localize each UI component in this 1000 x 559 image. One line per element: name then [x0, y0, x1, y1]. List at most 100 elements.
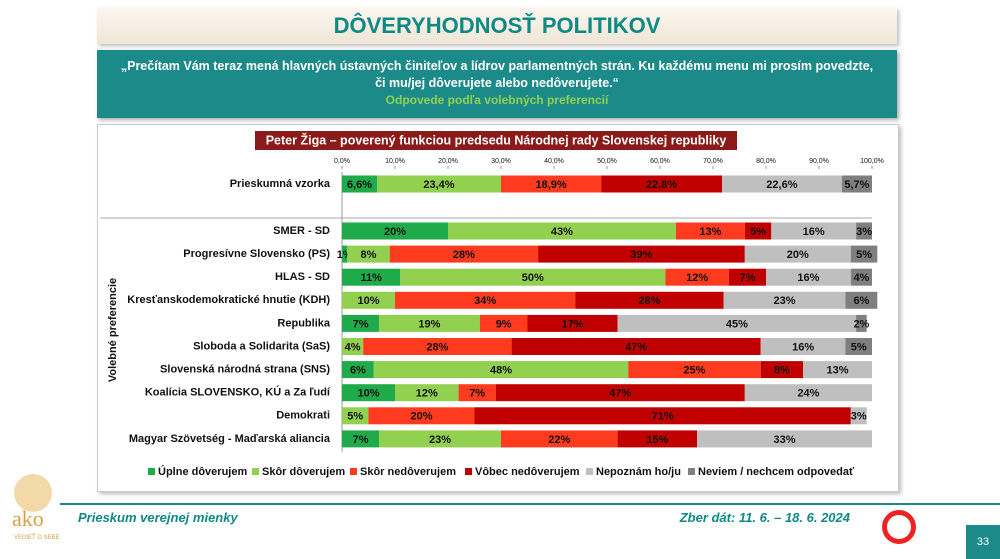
x-tick-label: 70,0% — [703, 158, 723, 165]
value-label: 39% — [630, 249, 652, 261]
bar-segment — [373, 361, 629, 379]
value-label: 22,8% — [646, 179, 677, 191]
bar-segment — [448, 222, 676, 240]
x-tick-label: 0,0% — [334, 158, 350, 165]
value-label: 6% — [853, 295, 869, 307]
x-tick-label: 10,0% — [385, 158, 405, 165]
value-label: 16% — [803, 226, 825, 238]
bar-segment — [665, 268, 729, 286]
bar-segment — [458, 384, 496, 402]
legend-swatch — [688, 468, 695, 475]
category-label: Kresťanskodemokratické hnutie (KDH) — [127, 294, 330, 306]
value-label: 33% — [774, 434, 796, 446]
x-tick-label: 80,0% — [756, 158, 776, 165]
bar-segment — [342, 407, 369, 425]
bar-segment — [395, 384, 459, 402]
footer-survey: Prieskum verejnej mienky — [78, 510, 238, 525]
category-label: Magyar Szövetség - Maďarská aliancia — [129, 433, 331, 445]
value-label: 17% — [562, 318, 584, 330]
bar-segment — [342, 338, 364, 355]
bar-segment — [850, 245, 878, 263]
bar-segment — [501, 175, 602, 193]
value-label: 8% — [361, 249, 377, 261]
value-label: 5% — [750, 226, 766, 238]
x-tick-label: 20,0% — [438, 158, 458, 165]
page-number: 33 — [966, 525, 1000, 559]
value-label: 47% — [625, 341, 647, 353]
value-label: 6% — [350, 365, 366, 377]
x-tick-label: 90,0% — [809, 158, 829, 165]
x-tick-label: 40,0% — [544, 158, 564, 165]
value-label: 18,9% — [535, 179, 566, 191]
bar-segment — [697, 430, 872, 448]
value-label: 47% — [609, 388, 631, 400]
subtitle: Odpovede podľa volebných preferencií — [385, 93, 609, 107]
legend-swatch — [148, 468, 155, 475]
value-label: 23% — [774, 295, 796, 307]
value-label: 20% — [384, 226, 406, 238]
bar-segment — [379, 314, 480, 332]
bar-segment — [722, 175, 842, 193]
bar-segment — [841, 175, 872, 193]
value-label: 34% — [474, 295, 496, 307]
bar-segment — [845, 338, 872, 355]
value-label: 13% — [827, 365, 849, 377]
bar-segment — [342, 314, 380, 332]
footer-dates: Zber dát: 11. 6. – 18. 6. 2024 — [679, 510, 850, 525]
value-label: 71% — [652, 411, 674, 423]
bar-segment — [342, 175, 377, 193]
value-label: 13% — [699, 226, 721, 238]
value-label: 7% — [353, 318, 369, 330]
bar-segment — [347, 245, 390, 263]
x-tick-label: 100,0% — [860, 158, 884, 165]
legend-label: Nepoznám ho/ju — [596, 466, 681, 478]
value-label: 24% — [797, 388, 819, 400]
value-label: 7% — [353, 434, 369, 446]
value-label: 4% — [853, 272, 869, 284]
logo-tagline: VEDIEŤ O SEBE — [14, 535, 60, 541]
value-label: 16% — [797, 272, 819, 284]
value-label: 23,4% — [423, 179, 454, 191]
value-label: 10% — [357, 388, 379, 400]
bar-segment — [479, 314, 528, 332]
category-label: Demokrati — [276, 410, 330, 422]
value-label: 50% — [522, 272, 544, 284]
bar-segment — [501, 430, 618, 448]
legend-label: Vôbec nedôverujem — [475, 466, 580, 478]
bar-segment — [376, 175, 501, 193]
legend-swatch — [350, 468, 357, 475]
x-tick-label: 60,0% — [650, 158, 670, 165]
category-label: Prieskumná vzorka — [230, 178, 331, 190]
value-label: 45% — [726, 318, 748, 330]
value-label: 3% — [851, 411, 867, 423]
bar-segment — [495, 384, 745, 402]
value-label: 23% — [429, 434, 451, 446]
bar-segment — [342, 245, 348, 263]
legend-swatch — [586, 468, 593, 475]
value-label: 48% — [490, 365, 512, 377]
bar-segment — [628, 361, 761, 379]
legend-swatch — [465, 468, 472, 475]
bar-segment — [474, 407, 851, 425]
value-label: 12% — [416, 388, 438, 400]
legend-label: Úplne dôverujem — [158, 465, 247, 478]
bar-segment — [342, 268, 401, 286]
bar-segment — [342, 384, 395, 402]
value-label: 28% — [638, 295, 660, 307]
bar-segment — [617, 314, 857, 332]
value-label: 16% — [792, 341, 814, 353]
bar-segment — [744, 222, 772, 240]
bar-segment — [771, 222, 857, 240]
bar-segment — [342, 222, 448, 240]
logo-text: ako — [12, 506, 44, 531]
value-label: 5% — [851, 341, 867, 353]
slide-title: DÔVERYHODNOSŤ POLITIKOV — [97, 8, 897, 44]
bar-segment — [617, 430, 698, 448]
y-axis-label: Volebné preferencie — [107, 278, 119, 382]
category-label: Republika — [277, 317, 330, 329]
bar-segment — [723, 291, 846, 309]
bar-segment — [760, 338, 846, 355]
bar-segment — [538, 245, 745, 263]
logo-icon — [14, 474, 52, 512]
